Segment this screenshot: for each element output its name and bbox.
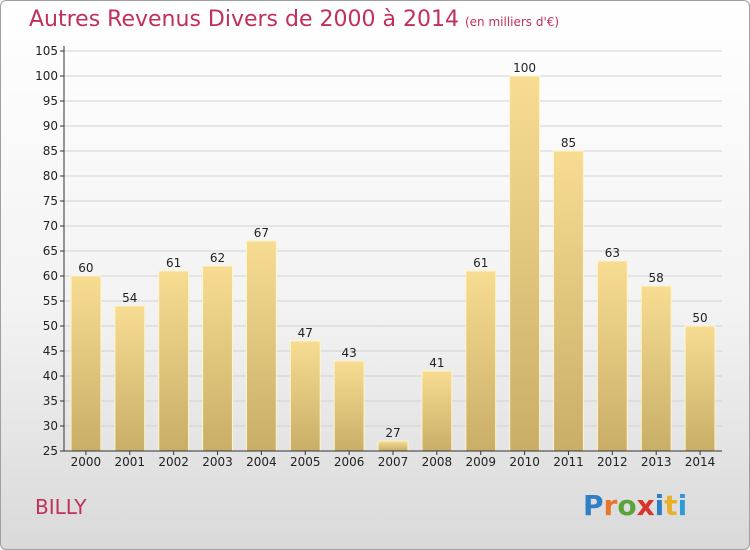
- bar: [684, 325, 716, 452]
- data-label: 62: [210, 251, 225, 265]
- bar: [596, 260, 628, 452]
- proxiti-logo: Proxiti: [583, 489, 687, 522]
- bar: [333, 360, 365, 452]
- y-tick-label: 75: [43, 194, 58, 208]
- data-label: 47: [298, 326, 313, 340]
- y-tick-label: 95: [43, 94, 58, 108]
- data-label: 85: [561, 136, 576, 150]
- x-tick-label: 2007: [378, 455, 409, 469]
- bar: [421, 370, 453, 452]
- y-tick-label: 65: [43, 244, 58, 258]
- data-label: 54: [122, 291, 137, 305]
- bar: [640, 285, 672, 452]
- x-tick-label: 2001: [115, 455, 146, 469]
- logo-letter: P: [583, 489, 604, 522]
- bar: [465, 270, 497, 452]
- data-label: 63: [605, 246, 620, 260]
- y-tick-label: 80: [43, 169, 58, 183]
- x-tick-label: 2005: [290, 455, 321, 469]
- y-tick-label: 70: [43, 219, 58, 233]
- data-label: 61: [473, 256, 488, 270]
- chart-title-text: Autres Revenus Divers de 2000 à 2014: [29, 7, 459, 32]
- bar: [202, 265, 233, 452]
- bar: [158, 270, 190, 452]
- logo-letter: o: [617, 489, 637, 522]
- data-label: 67: [254, 226, 269, 240]
- logo-letter: i: [677, 489, 688, 522]
- data-label: 27: [385, 426, 400, 440]
- data-label: 60: [78, 261, 93, 275]
- logo-letter: i: [654, 489, 665, 522]
- bar: [509, 75, 541, 452]
- chart-title: Autres Revenus Divers de 2000 à 2014 (en …: [29, 7, 559, 32]
- y-tick-label: 45: [43, 344, 58, 358]
- value-labels: 60 54 61 62 67 47 43 27 41 61 100 85 63 58 50: [78, 61, 707, 440]
- x-tick-label: 2006: [334, 455, 365, 469]
- y-tick-label: 40: [43, 369, 58, 383]
- y-tick-label: 105: [35, 44, 58, 58]
- x-tick-labels: 2000 2001 2002 2003 2004 2005 2006 2007 2008 2009…: [71, 455, 716, 469]
- x-tick-label: 2004: [246, 455, 277, 469]
- x-tick-label: 2008: [422, 455, 453, 469]
- x-tick-label: 2010: [509, 455, 540, 469]
- chart-unit-note: (en milliers d'€): [464, 15, 560, 29]
- y-tick-label: 85: [43, 144, 58, 158]
- bar: [70, 275, 102, 452]
- x-tick-label: 2000: [71, 455, 102, 469]
- y-tick-label: 100: [35, 69, 58, 83]
- bar: [289, 340, 321, 452]
- data-label: 50: [692, 311, 707, 325]
- data-label: 61: [166, 256, 181, 270]
- data-label: 41: [429, 356, 444, 370]
- logo-letter: r: [603, 489, 618, 522]
- x-tick-label: 2014: [685, 455, 716, 469]
- x-tick-label: 2009: [465, 455, 496, 469]
- data-label: 43: [341, 346, 356, 360]
- y-tick-labels: 25 30 35 40 45 50 55 60 65 70 75 80 85 90 95 100 105: [35, 44, 58, 458]
- y-tick-label: 60: [43, 269, 58, 283]
- bar: [553, 150, 584, 452]
- y-tick-label: 55: [43, 294, 58, 308]
- commune-name: BILLY: [35, 495, 87, 519]
- bar: [377, 440, 409, 452]
- bar: [245, 240, 277, 452]
- logo-letter: x: [636, 489, 655, 522]
- logo-letter: t: [664, 489, 678, 522]
- y-tick-label: 30: [43, 419, 58, 433]
- data-label: 100: [513, 61, 536, 75]
- x-tick-label: 2003: [202, 455, 233, 469]
- bars-group: [70, 75, 716, 452]
- axes: [60, 46, 722, 455]
- data-label: 58: [649, 271, 664, 285]
- y-tick-label: 35: [43, 394, 58, 408]
- x-tick-label: 2013: [641, 455, 672, 469]
- y-tick-label: 25: [43, 444, 58, 458]
- y-tick-label: 90: [43, 119, 58, 133]
- x-tick-label: 2011: [553, 455, 584, 469]
- x-tick-label: 2002: [158, 455, 189, 469]
- bar: [114, 305, 146, 452]
- x-tick-label: 2012: [597, 455, 628, 469]
- y-tick-label: 50: [43, 319, 58, 333]
